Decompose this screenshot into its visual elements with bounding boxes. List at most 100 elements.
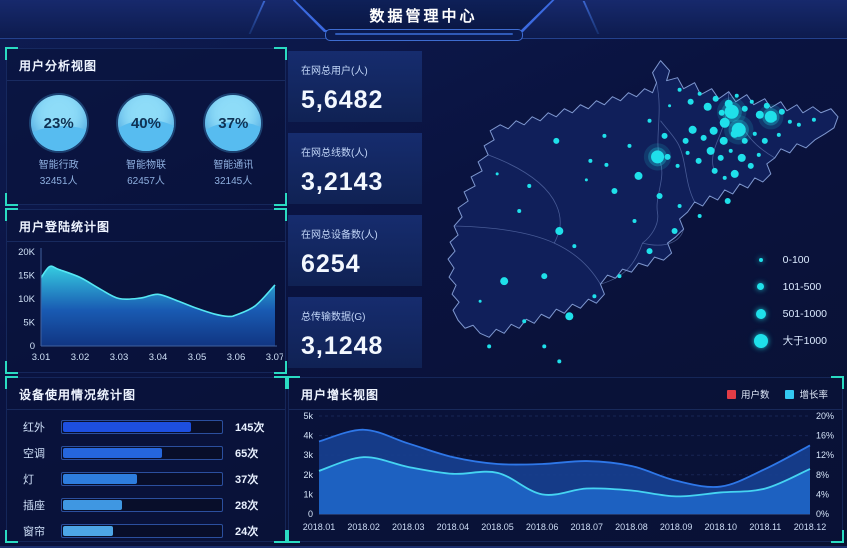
gauge-percent: 23% — [43, 114, 74, 132]
map-point — [611, 187, 618, 194]
device-bar-track — [61, 446, 223, 460]
map-point — [687, 98, 694, 105]
svg-text:8%: 8% — [816, 470, 829, 480]
stat-card-label: 在网总设备数(人) — [301, 230, 378, 241]
map-point — [661, 132, 668, 139]
map-point — [712, 95, 719, 102]
map-legend: 0-100 101-500 501-1000 大于1000 — [752, 246, 827, 354]
svg-text:2018.04: 2018.04 — [437, 522, 470, 532]
stat-card-value: 6254 — [301, 250, 361, 278]
svg-text:4k: 4k — [303, 431, 313, 441]
map-point — [542, 344, 547, 349]
panel-user-analysis: 用户分析视图 23% 智能行政 32451人 40% 智能物联 62457人 37% 智能通讯… — [5, 47, 287, 206]
map-point — [772, 116, 777, 121]
svg-text:0: 0 — [30, 341, 35, 352]
svg-text:2018.09: 2018.09 — [660, 522, 693, 532]
map-point — [646, 248, 653, 255]
stat-card: 在网总用户(人) 5,6482 — [288, 51, 422, 122]
map-point — [541, 273, 548, 280]
map-legend-item[interactable]: 0-100 — [752, 246, 827, 273]
map-point — [756, 152, 761, 157]
growth-area-chart: 0 0% 1k 4% 2k 8% 3k 12% 4k 16% 5k 20% 2018.01 2018.02… — [303, 411, 834, 532]
gauge-name: 智能物联 — [125, 160, 166, 171]
map-legend-dot-box — [752, 257, 770, 262]
panel-device-usage: 设备使用情况统计图 红外 145次 空调 65次灯 37次 插座 28次 窗帘 24次 — [5, 376, 287, 543]
svg-text:20K: 20K — [18, 247, 36, 258]
map-point — [763, 102, 770, 109]
map-point — [749, 99, 754, 104]
map-point — [709, 126, 718, 135]
map-point — [719, 117, 730, 128]
growth-legend-item[interactable]: 增长率 — [785, 387, 828, 401]
map-point — [632, 219, 637, 224]
device-bar-track — [61, 498, 223, 512]
map-point — [677, 87, 682, 92]
panel-title-device-usage: 设备使用情况统计图 — [7, 378, 285, 410]
map-point — [747, 162, 754, 169]
svg-text:1k: 1k — [303, 489, 313, 499]
map-point — [656, 192, 663, 199]
map-point — [752, 131, 757, 136]
map-legend-item[interactable]: 大于1000 — [752, 327, 827, 354]
map-legend-label: 101-500 — [782, 280, 822, 293]
map-point — [778, 108, 785, 115]
svg-text:2018.08: 2018.08 — [615, 522, 648, 532]
svg-text:3.05: 3.05 — [188, 352, 207, 363]
map-point — [675, 163, 680, 168]
map-legend-item[interactable]: 101-500 — [752, 273, 827, 300]
device-bar-value: 65次 — [235, 448, 259, 460]
gauge-bubble: 23% — [30, 95, 87, 151]
gauge-name: 智能通讯 — [213, 160, 254, 171]
map-point — [811, 117, 816, 122]
svg-text:0: 0 — [308, 509, 313, 519]
stat-card-column: 在网总用户(人) 5,6482 在网总线数(人) 3,2143 在网总设备数(人) 625… — [288, 51, 422, 368]
svg-text:2018.03: 2018.03 — [392, 522, 425, 532]
device-bar-label: 插座 — [23, 500, 45, 512]
device-bar-track — [61, 420, 223, 434]
map-point — [718, 109, 725, 116]
device-bar-value: 145次 — [235, 422, 265, 434]
gauge-name: 智能行政 — [38, 160, 79, 171]
map-point — [724, 99, 733, 108]
svg-text:2018.05: 2018.05 — [481, 522, 514, 532]
gauge-bubble: 40% — [117, 95, 174, 151]
growth-legend-item[interactable]: 用户数 — [726, 387, 769, 401]
device-bar-value: 37次 — [235, 474, 259, 486]
liquid-gauge: 40% 智能物联 62457人 — [103, 89, 189, 189]
device-bar-value: 28次 — [235, 500, 259, 512]
device-bar-fill — [63, 500, 123, 510]
device-bar-label: 空调 — [23, 448, 45, 460]
svg-text:20%: 20% — [816, 411, 834, 421]
page-title: 数据管理中心 — [369, 7, 478, 25]
map-legend-dot — [753, 333, 768, 348]
map-point — [478, 299, 482, 303]
device-bar-row: 红外 145次 — [7, 414, 285, 440]
map-point — [741, 105, 748, 112]
map-legend-dot-box — [752, 283, 770, 290]
device-bar-row: 空调 65次 — [7, 440, 285, 466]
map-point — [761, 137, 768, 144]
svg-text:0%: 0% — [816, 509, 829, 519]
map-point — [634, 171, 643, 180]
svg-text:2018.12: 2018.12 — [794, 522, 827, 532]
map-point — [728, 148, 733, 153]
map-legend-item[interactable]: 501-1000 — [752, 300, 827, 327]
svg-text:12%: 12% — [816, 450, 834, 460]
map-canvas — [447, 60, 839, 364]
map-point — [495, 172, 499, 176]
header-wing-right — [582, 1, 599, 34]
svg-text:2018.01: 2018.01 — [303, 522, 336, 532]
map-point — [565, 312, 574, 321]
map-point — [651, 150, 665, 164]
svg-text:2k: 2k — [303, 470, 313, 480]
device-bar-fill — [63, 526, 113, 536]
svg-text:2018.02: 2018.02 — [347, 522, 380, 532]
gauge-group: 23% 智能行政 32451人 40% 智能物联 62457人 37% 智能通讯 32145人 — [7, 81, 285, 189]
map-point — [602, 133, 607, 138]
svg-text:2018.06: 2018.06 — [526, 522, 559, 532]
svg-text:3.04: 3.04 — [149, 352, 168, 363]
header-title-plate: 数据管理中心 — [295, 0, 552, 30]
svg-text:2018.07: 2018.07 — [571, 522, 604, 532]
panel-title-login-stats: 用户登陆统计图 — [7, 210, 285, 242]
map-point — [588, 158, 593, 163]
